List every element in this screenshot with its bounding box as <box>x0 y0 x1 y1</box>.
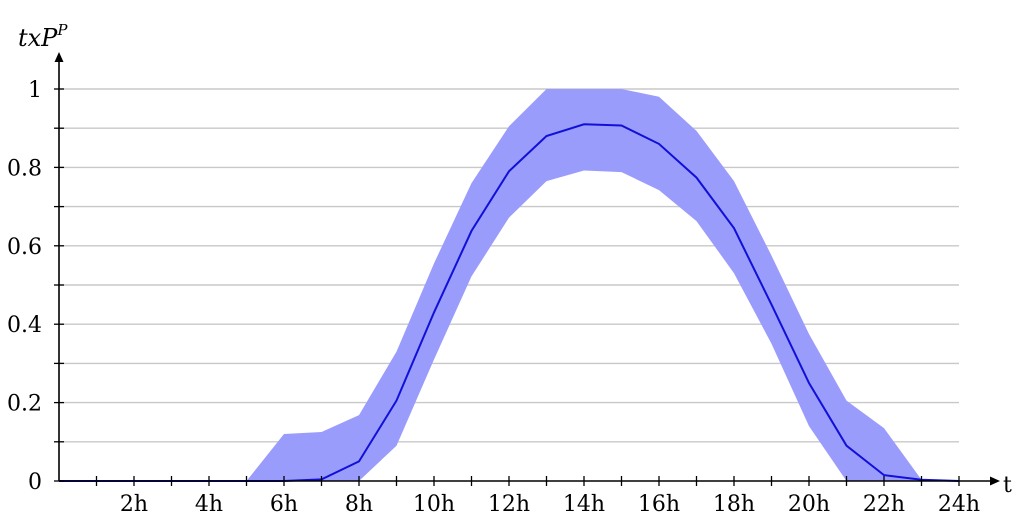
tick-labels: 2h 4h 6h 8h 10h 12h 14h 16h 18h 20h 22h 24h 0 0.2 0.4 0… <box>7 78 980 517</box>
x-tick-label: 22h <box>863 492 905 517</box>
x-tick-label: 14h <box>563 492 605 517</box>
x-tick-label: 18h <box>713 492 755 517</box>
ticks <box>54 88 960 486</box>
y-tick-label: 0 <box>28 470 42 495</box>
x-tick-label: 20h <box>788 492 830 517</box>
y-axis-arrow <box>54 52 64 62</box>
x-axis-label: t <box>1003 473 1012 498</box>
y-tick-label: 0.2 <box>7 392 42 417</box>
axes <box>54 52 1000 486</box>
y-tick-label: 1 <box>28 78 42 103</box>
y-axis-label: txPP <box>18 21 68 52</box>
confidence-band <box>59 89 959 481</box>
x-tick-label: 12h <box>488 492 530 517</box>
x-tick-label: 10h <box>413 492 455 517</box>
y-tick-label: 0.4 <box>7 313 42 338</box>
x-tick-label: 6h <box>270 492 298 517</box>
x-tick-label: 4h <box>195 492 223 517</box>
x-axis-arrow <box>990 476 1000 486</box>
y-tick-label: 0.6 <box>7 235 42 260</box>
x-tick-label: 2h <box>120 492 148 517</box>
x-tick-label: 24h <box>938 492 980 517</box>
x-tick-label: 16h <box>638 492 680 517</box>
y-tick-label: 0.8 <box>7 156 42 181</box>
x-tick-label: 8h <box>345 492 373 517</box>
